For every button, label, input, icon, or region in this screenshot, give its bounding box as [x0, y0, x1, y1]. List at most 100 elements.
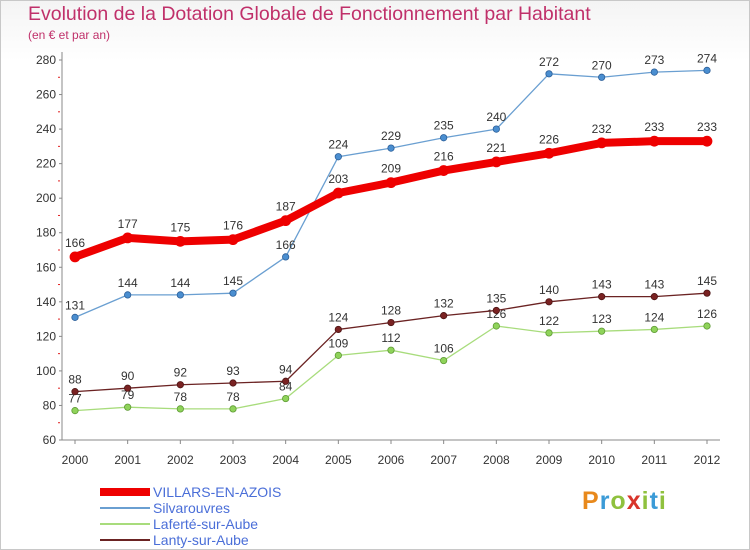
data-label-lanty: 140: [539, 283, 559, 297]
data-point-silvarouvres: [124, 291, 132, 299]
data-point-laferte: [703, 322, 711, 330]
data-label-villars: 209: [381, 162, 401, 176]
series-silvarouvres: 131 144 144 145 166 224 229 235 240 272 270 273 274: [65, 51, 717, 321]
data-point-silvarouvres: [387, 144, 395, 152]
data-label-lanty: 143: [644, 278, 664, 292]
x-tick-label: 2000: [62, 453, 89, 467]
data-label-lanty: 132: [434, 297, 454, 311]
data-label-lanty: 143: [592, 278, 612, 292]
data-point-silvarouvres: [334, 153, 342, 161]
data-point-silvarouvres: [492, 125, 500, 133]
data-label-silvarouvres: 131: [65, 298, 85, 312]
data-label-lanty: 92: [174, 366, 188, 380]
data-label-laferte: 78: [174, 390, 188, 404]
data-point-laferte: [545, 329, 553, 337]
data-label-lanty: 145: [697, 274, 717, 288]
x-tick-label: 2011: [641, 453, 667, 467]
data-label-villars: 232: [592, 122, 612, 136]
y-tick-label: 260: [36, 88, 56, 102]
data-label-silvarouvres: 229: [381, 129, 401, 143]
data-label-laferte: 84: [279, 380, 293, 394]
legend-label: Lanty-sur-Aube: [153, 532, 249, 548]
data-point-lanty: [71, 388, 79, 396]
data-label-laferte: 109: [328, 336, 348, 350]
x-tick-label: 2012: [694, 453, 721, 467]
data-point-lanty: [282, 377, 290, 385]
data-point-lanty: [440, 312, 448, 320]
data-point-laferte: [650, 325, 658, 334]
data-point-laferte: [282, 394, 290, 403]
data-point-villars: [543, 147, 555, 159]
data-label-villars: 203: [328, 172, 348, 186]
data-label-laferte: 77: [68, 392, 82, 406]
data-label-silvarouvres: 235: [434, 119, 454, 133]
data-label-villars: 233: [697, 120, 717, 134]
data-point-laferte: [124, 403, 132, 411]
x-tick-label: 2008: [483, 453, 510, 467]
data-label-laferte: 106: [434, 342, 454, 356]
data-label-silvarouvres: 272: [539, 55, 559, 69]
data-point-laferte: [71, 407, 79, 415]
data-point-lanty: [650, 293, 658, 301]
data-label-laferte: 122: [539, 314, 559, 328]
data-label-silvarouvres: 270: [592, 58, 612, 72]
x-tick-label: 2003: [220, 453, 247, 467]
series-villars: 166 177 175 176 187 203 209 216 221 226 232 233 233: [65, 120, 717, 263]
data-point-laferte: [334, 351, 342, 359]
data-point-villars: [332, 187, 344, 199]
y-tick-label: 120: [36, 329, 56, 343]
y-tick-label: 100: [36, 364, 56, 378]
legend-swatch: [100, 539, 150, 541]
data-label-laferte: 124: [644, 310, 664, 324]
x-tick-label: 2010: [588, 453, 615, 467]
data-point-villars: [122, 232, 134, 244]
data-label-silvarouvres: 166: [276, 238, 296, 252]
data-label-silvarouvres: 144: [170, 276, 190, 290]
data-label-villars: 226: [539, 132, 559, 146]
data-label-silvarouvres: 145: [223, 274, 243, 288]
data-point-laferte: [598, 327, 606, 335]
x-tick-label: 2006: [378, 453, 405, 467]
data-point-lanty: [703, 289, 711, 297]
data-label-villars: 221: [486, 141, 506, 155]
legend-label: Silvarouvres: [153, 500, 231, 516]
data-point-lanty: [492, 306, 500, 315]
data-point-laferte: [176, 405, 184, 413]
data-point-villars: [227, 234, 239, 246]
chart-subtitle: (en € et par an): [28, 28, 111, 42]
legend-item-laferte: Laferté-sur-Aube: [100, 516, 360, 533]
y-tick-label: 280: [36, 53, 56, 67]
data-point-villars: [174, 235, 186, 247]
y-tick-label: 240: [36, 122, 56, 136]
y-tick-label: 160: [36, 260, 56, 274]
legend-swatch: [100, 488, 150, 496]
y-tick-label: 180: [36, 226, 56, 240]
data-point-laferte: [492, 322, 500, 330]
x-tick-label: 2009: [536, 453, 563, 467]
data-label-villars: 233: [644, 120, 664, 134]
y-tick-label: 140: [36, 295, 56, 309]
chart-title: Evolution de la Dotation Globale de Fonc…: [28, 3, 591, 25]
data-point-silvarouvres: [282, 253, 290, 261]
y-tick-label: 60: [43, 433, 57, 447]
data-point-silvarouvres: [71, 313, 79, 321]
data-label-silvarouvres: 224: [328, 138, 348, 152]
data-point-villars: [648, 135, 660, 147]
data-point-lanty: [387, 318, 395, 327]
data-point-villars: [701, 135, 713, 147]
data-point-lanty: [598, 293, 606, 301]
data-label-laferte: 126: [697, 307, 717, 321]
data-label-silvarouvres: 274: [697, 51, 717, 65]
legend-item-villars: VILLARS-EN-AZOIS: [100, 484, 360, 501]
data-label-villars: 187: [276, 200, 296, 214]
y-tick-label: 220: [36, 157, 56, 171]
data-label-lanty: 124: [328, 310, 348, 324]
legend: VILLARS-EN-AZOIS Silvarouvres Laferté-sur-…: [100, 484, 360, 549]
data-label-lanty: 93: [226, 364, 240, 378]
x-tick-label: 2001: [114, 453, 141, 467]
series-lanty: 88 90 92 93 94 124 128 132 135 140 143 143 145: [68, 274, 717, 396]
data-point-lanty: [124, 384, 132, 392]
data-point-silvarouvres: [598, 73, 606, 81]
data-point-villars: [69, 251, 81, 263]
